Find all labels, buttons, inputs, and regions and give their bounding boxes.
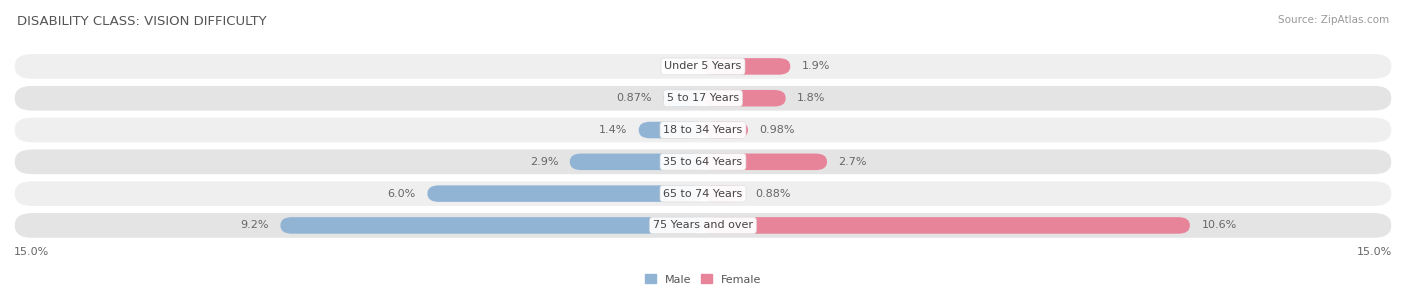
Text: 18 to 34 Years: 18 to 34 Years <box>664 125 742 135</box>
FancyBboxPatch shape <box>14 54 1392 79</box>
Text: 15.0%: 15.0% <box>14 247 49 257</box>
Text: 0.98%: 0.98% <box>759 125 794 135</box>
Text: 10.6%: 10.6% <box>1201 220 1237 230</box>
FancyBboxPatch shape <box>664 90 703 106</box>
Text: 1.4%: 1.4% <box>599 125 627 135</box>
Text: 65 to 74 Years: 65 to 74 Years <box>664 188 742 199</box>
FancyBboxPatch shape <box>14 181 1392 207</box>
Text: Under 5 Years: Under 5 Years <box>665 61 741 71</box>
FancyBboxPatch shape <box>703 154 827 170</box>
Text: 2.7%: 2.7% <box>838 157 868 167</box>
FancyBboxPatch shape <box>280 217 703 234</box>
Text: 0.0%: 0.0% <box>664 61 692 71</box>
FancyBboxPatch shape <box>638 122 703 138</box>
FancyBboxPatch shape <box>703 185 744 202</box>
FancyBboxPatch shape <box>569 154 703 170</box>
FancyBboxPatch shape <box>703 90 786 106</box>
Text: 6.0%: 6.0% <box>388 188 416 199</box>
Text: 1.9%: 1.9% <box>801 61 830 71</box>
Legend: Male, Female: Male, Female <box>641 270 765 289</box>
Text: DISABILITY CLASS: VISION DIFFICULTY: DISABILITY CLASS: VISION DIFFICULTY <box>17 15 267 28</box>
Text: 35 to 64 Years: 35 to 64 Years <box>664 157 742 167</box>
Text: 0.87%: 0.87% <box>616 93 651 103</box>
FancyBboxPatch shape <box>427 185 703 202</box>
Text: 15.0%: 15.0% <box>1357 247 1392 257</box>
Text: 0.88%: 0.88% <box>755 188 790 199</box>
Text: Source: ZipAtlas.com: Source: ZipAtlas.com <box>1278 15 1389 25</box>
FancyBboxPatch shape <box>14 117 1392 143</box>
FancyBboxPatch shape <box>703 58 790 75</box>
FancyBboxPatch shape <box>703 122 748 138</box>
Text: 1.8%: 1.8% <box>797 93 825 103</box>
FancyBboxPatch shape <box>703 217 1189 234</box>
Text: 2.9%: 2.9% <box>530 157 558 167</box>
Text: 75 Years and over: 75 Years and over <box>652 220 754 230</box>
Text: 9.2%: 9.2% <box>240 220 269 230</box>
Text: 5 to 17 Years: 5 to 17 Years <box>666 93 740 103</box>
FancyBboxPatch shape <box>14 212 1392 238</box>
FancyBboxPatch shape <box>14 85 1392 111</box>
FancyBboxPatch shape <box>14 149 1392 175</box>
